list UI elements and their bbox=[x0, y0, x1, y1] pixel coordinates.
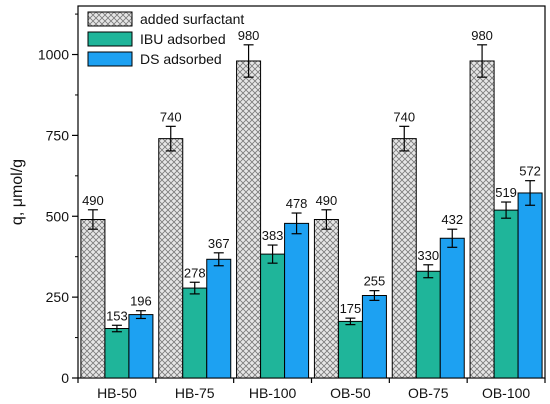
bar bbox=[260, 253, 286, 379]
y-tick-label: 0 bbox=[61, 370, 69, 386]
bar bbox=[493, 209, 519, 379]
x-category-label: OB-100 bbox=[482, 385, 530, 401]
bar bbox=[206, 258, 232, 379]
x-axis: HB-50 HB-75 HB-100 OB-50 OB-75 OB-100 bbox=[77, 378, 546, 401]
bar bbox=[182, 287, 208, 379]
data-label: 740 bbox=[160, 109, 182, 124]
y-axis-title: q, μmol/g bbox=[9, 159, 26, 225]
y-tick-label: 1000 bbox=[38, 47, 69, 63]
x-category-label: HB-100 bbox=[249, 385, 297, 401]
data-label: 196 bbox=[130, 294, 152, 309]
data-label: 740 bbox=[393, 109, 415, 124]
legend-label: IBU adsorbed bbox=[140, 31, 226, 47]
data-label: 980 bbox=[238, 28, 260, 43]
data-label: 330 bbox=[417, 248, 439, 263]
data-label: 490 bbox=[82, 193, 104, 208]
bar bbox=[128, 314, 154, 379]
legend-swatch bbox=[87, 11, 133, 27]
data-label: 980 bbox=[471, 28, 493, 43]
bar bbox=[104, 328, 130, 379]
data-label: 490 bbox=[316, 193, 338, 208]
bar bbox=[361, 295, 387, 379]
x-category-label: HB-50 bbox=[97, 385, 137, 401]
y-tick-label: 750 bbox=[46, 127, 70, 143]
bar bbox=[236, 60, 262, 379]
data-label: 432 bbox=[441, 212, 463, 227]
bar bbox=[415, 270, 441, 379]
data-label: 519 bbox=[495, 185, 517, 200]
legend-label: DS adsorbed bbox=[140, 51, 222, 67]
x-category-label: OB-75 bbox=[408, 385, 449, 401]
data-label: 367 bbox=[208, 236, 230, 251]
legend-label: added surfactant bbox=[140, 11, 244, 27]
bar bbox=[439, 237, 465, 379]
bar bbox=[391, 138, 417, 379]
x-category-label: HB-75 bbox=[175, 385, 215, 401]
bar bbox=[337, 320, 363, 379]
legend: added surfactant IBU adsorbed DS adsorbed bbox=[87, 11, 244, 67]
data-label: 278 bbox=[184, 265, 206, 280]
y-tick-label: 250 bbox=[46, 289, 70, 305]
data-label: 572 bbox=[519, 164, 541, 179]
legend-swatch bbox=[87, 31, 133, 47]
bar bbox=[80, 218, 106, 379]
data-label: 478 bbox=[286, 196, 308, 211]
legend-swatch bbox=[87, 51, 133, 67]
bar bbox=[517, 192, 543, 379]
y-axis: 0 250 500 750 1000 bbox=[38, 13, 78, 386]
x-category-label: OB-50 bbox=[330, 385, 371, 401]
data-label: 175 bbox=[340, 301, 362, 316]
data-label: 383 bbox=[262, 228, 284, 243]
bar bbox=[158, 138, 184, 379]
bar bbox=[469, 60, 495, 379]
y-tick-label: 500 bbox=[46, 208, 70, 224]
bar bbox=[284, 222, 310, 379]
data-label: 255 bbox=[364, 274, 386, 289]
data-label: 153 bbox=[106, 308, 128, 323]
bar bbox=[313, 218, 339, 379]
